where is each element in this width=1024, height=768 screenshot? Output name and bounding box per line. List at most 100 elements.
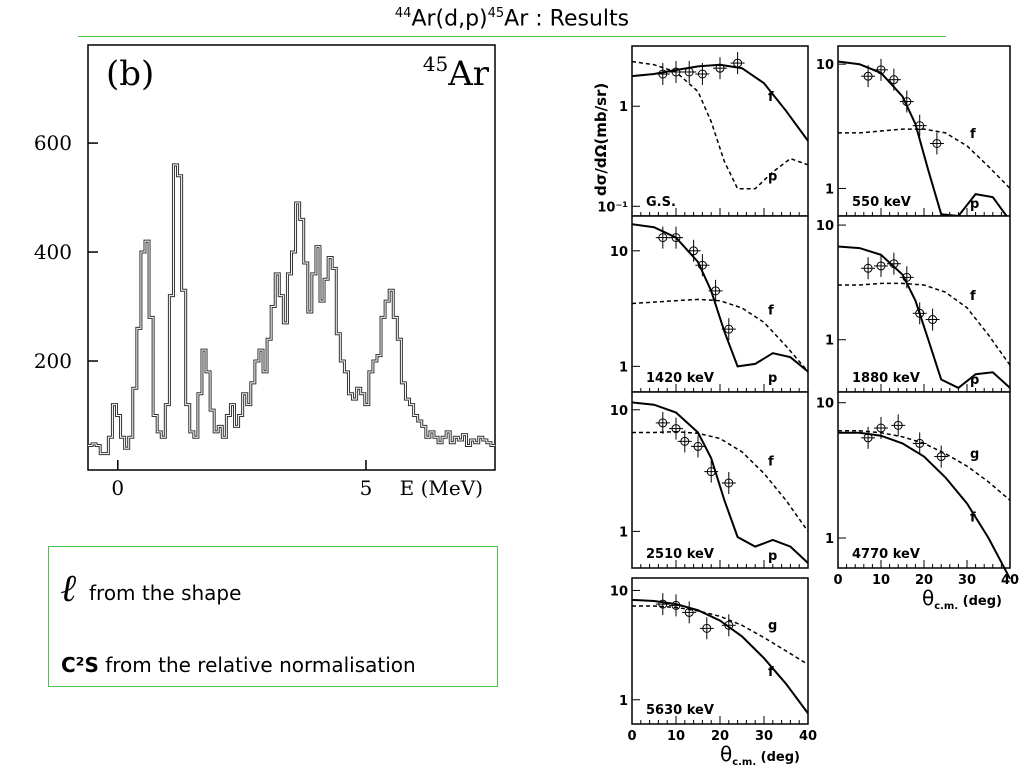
curve-f — [838, 128, 1011, 189]
data-point — [936, 452, 946, 462]
panel-ytick-label: 10 — [816, 397, 834, 412]
panel-energy-label: 1880 keV — [852, 371, 920, 386]
curve-label-g: g — [970, 447, 979, 462]
title-reaction: Ar(d,p) — [411, 6, 488, 32]
data-point — [684, 607, 694, 617]
panel-ytick-label: 1 — [825, 182, 834, 197]
title-divider — [78, 36, 946, 37]
data-point — [706, 467, 716, 477]
data-point — [671, 600, 681, 610]
curve-label-f: f — [768, 454, 774, 469]
theta-symbol: θ — [922, 586, 934, 610]
title-superscript-45: 45 — [487, 6, 505, 21]
panel-energy-label: 1420 keV — [646, 371, 714, 386]
data-point — [863, 71, 873, 81]
curve-f — [631, 298, 809, 373]
data-point — [724, 324, 734, 334]
panel-xtick-label: 40 — [799, 729, 817, 744]
spectrum-histogram-inner — [88, 164, 495, 455]
panel-ytick-label: 10 — [816, 219, 834, 234]
data-point — [889, 259, 899, 269]
note-normalisation-row: C²S from the relative normalisation — [61, 653, 416, 677]
panel-ytick-label: 1 — [619, 360, 628, 375]
panel-energy-label: 4770 keV — [852, 547, 920, 562]
note-shape-text: from the shape — [89, 581, 242, 605]
data-point — [693, 441, 703, 451]
panel-ytick-label: 10 — [816, 58, 834, 73]
curve-g — [632, 605, 809, 666]
data-point — [658, 599, 668, 609]
panel-ytick-label: 1 — [619, 100, 628, 115]
spectrum-xtick-label: 0 — [111, 476, 124, 500]
panel-frame — [837, 45, 1011, 217]
cm-subscript: c.m. — [732, 757, 756, 768]
data-point — [671, 424, 681, 434]
data-point — [724, 620, 734, 630]
data-point — [658, 233, 668, 243]
panel-xtick-label: 40 — [1001, 573, 1019, 588]
panel-1420kev: 1 10 f p 1420 keV — [610, 215, 809, 393]
spectrum-ytick-label: 600 — [34, 131, 72, 155]
curve-label-f: f — [768, 303, 774, 318]
spectrum-xtick-label: 5 — [360, 476, 373, 500]
panel-xtick-label: 30 — [755, 729, 773, 744]
panel-ytick-label: 1 — [825, 334, 834, 349]
curve-p — [631, 60, 809, 190]
panel-xtick-label: 0 — [627, 729, 636, 744]
spectrum-xlabel: E (MeV) — [400, 476, 483, 500]
c2s-label: C²S — [61, 653, 99, 677]
curve-label-f: f — [768, 665, 774, 680]
data-point — [689, 246, 699, 256]
panel-ytick-label: 1 — [619, 694, 628, 709]
curve-label-f: f — [970, 289, 976, 304]
panel-frame — [631, 215, 809, 393]
data-point — [876, 423, 886, 433]
data-point — [876, 65, 886, 75]
cm-subscript: c.m. — [934, 601, 958, 612]
panel-gs: 10⁻¹ 1 f p G.S. dσ/dΩ(mb/sr) — [592, 45, 809, 217]
panel-ytick-label: 1 — [619, 525, 628, 540]
panel-xtick-label: 30 — [958, 573, 976, 588]
spectrum-ytick-label: 400 — [34, 240, 72, 264]
panel-ytick-label: 10 — [610, 584, 628, 599]
deg-unit: (deg) — [756, 750, 800, 765]
curve-label-f: f — [970, 127, 976, 142]
data-point — [711, 286, 721, 296]
curve-label-p: p — [768, 549, 777, 564]
panel-550kev: 1 10 f p 550 keV — [816, 45, 1011, 222]
panel-frame — [837, 391, 1011, 569]
curve-f — [838, 282, 1011, 366]
data-point — [658, 69, 668, 79]
panel-ylabel: dσ/dΩ(mb/sr) — [592, 83, 610, 196]
curve-label-f: f — [970, 510, 976, 525]
data-point — [658, 418, 668, 428]
title-tail: Ar : Results — [504, 6, 630, 32]
curve-f — [632, 430, 809, 532]
panel-energy-label: 5630 keV — [646, 703, 714, 718]
panel-xtick-label: 10 — [872, 573, 890, 588]
isotope-symbol: Ar — [447, 54, 490, 94]
panel-energy-label: G.S. — [646, 195, 676, 210]
panel-xtick-label: 20 — [711, 729, 729, 744]
data-point — [671, 233, 681, 243]
data-point — [902, 272, 912, 282]
data-point — [902, 97, 912, 107]
data-point — [915, 438, 925, 448]
curve-label-p: p — [768, 170, 777, 185]
title-superscript-44: 44 — [394, 6, 412, 21]
panel-xtick-label: 20 — [915, 573, 933, 588]
data-point — [680, 436, 690, 446]
data-point — [702, 623, 712, 633]
theta-symbol: θ — [720, 742, 732, 766]
spectrum-panel-label: (b) — [106, 54, 154, 94]
data-point — [671, 67, 681, 77]
data-point — [915, 308, 925, 318]
data-point — [863, 263, 873, 273]
panel-ytick-label: 1 — [825, 532, 834, 547]
panel-energy-label: 2510 keV — [646, 547, 714, 562]
data-point — [893, 420, 903, 430]
data-point — [928, 315, 938, 325]
spectrum-isotope-label: 45Ar — [423, 52, 490, 94]
data-point — [724, 478, 734, 488]
